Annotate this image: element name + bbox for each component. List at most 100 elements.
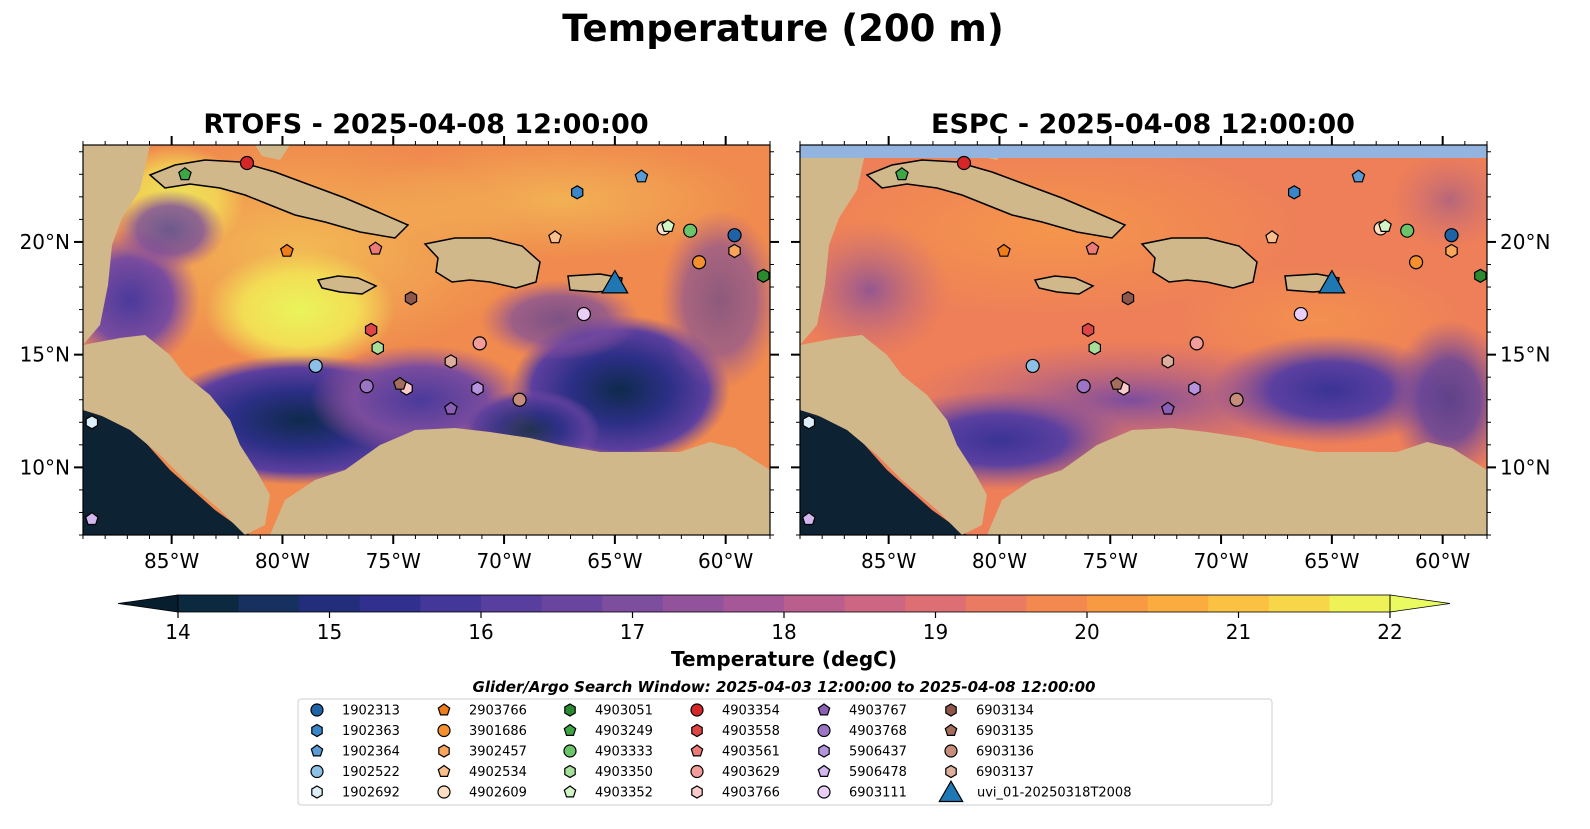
float-marker-1902692-espc: [802, 415, 816, 430]
float-marker-6903135-rtofs: [392, 376, 407, 390]
y-tick-label: 10°N: [1500, 455, 1550, 479]
legend-label-4903350: 4903350: [595, 765, 653, 780]
legend-label-uvi_01-20250318T2008: uvi_01-20250318T2008: [977, 786, 1131, 801]
float-marker-6903134-rtofs: [404, 291, 418, 306]
float-marker-4903558-rtofs: [364, 322, 378, 338]
float-marker-1902364-espc: [1351, 169, 1366, 183]
float-marker-4903249-rtofs: [178, 167, 192, 181]
float-marker-4902534-espc: [1265, 230, 1279, 244]
colorbar-segment: [238, 595, 300, 612]
legend-marker-1902313: [310, 703, 324, 717]
float-marker-6903137-espc: [1161, 354, 1175, 369]
x-tick-label: 70°W: [1193, 549, 1248, 573]
legend-label-2903766: 2903766: [469, 704, 527, 719]
colorbar-segment: [178, 595, 240, 612]
float-marker-1902313-espc: [1444, 228, 1459, 243]
float-marker-4903333-espc: [1400, 223, 1415, 238]
float-marker-6903111-rtofs: [576, 306, 591, 322]
float-marker-3901686-rtofs: [691, 255, 707, 270]
panel-title-espc: ESPC - 2025-04-08 12:00:00: [931, 109, 1355, 140]
float-marker-4903350-espc: [1088, 340, 1102, 356]
legend-label-6903136: 6903136: [976, 745, 1034, 760]
colorbar-segment: [844, 595, 906, 612]
panel-espc: ESPC - 2025-04-08 12:00:00 85°W 80°W 75°W 7…: [791, 109, 1550, 573]
espc-nodata-band: [800, 145, 1487, 158]
float-marker-2903766-rtofs: [279, 243, 294, 257]
x-tick-label: 85°W: [144, 549, 199, 573]
float-marker-4903051-rtofs: [757, 268, 770, 283]
colorbar-tick-label: 15: [317, 620, 342, 644]
legend-marker-4903352: [563, 785, 577, 798]
legend-label-5906437: 5906437: [849, 745, 907, 760]
legend-label-6903135: 6903135: [976, 724, 1034, 739]
float-marker-6903137-rtofs: [444, 354, 458, 369]
legend-label-6903111: 6903111: [849, 786, 907, 801]
legend-label-4903352: 4903352: [595, 786, 653, 801]
x-tick-label: 65°W: [1304, 549, 1359, 573]
legend-marker-4903333: [563, 744, 577, 758]
y-tick-label: 20°N: [1500, 230, 1550, 254]
float-marker-3902457-rtofs: [728, 243, 741, 259]
figure-title: Temperature (200 m): [562, 7, 1004, 50]
legend-label-3902457: 3902457: [469, 745, 527, 760]
legend-label-4902609: 4902609: [469, 786, 527, 801]
colorbar-label: Temperature (degC): [671, 647, 897, 671]
legend-marker-6903111: [817, 785, 831, 799]
float-marker-1902692-rtofs: [85, 415, 99, 430]
float-marker-1902313-rtofs: [727, 228, 742, 243]
legend-marker-4903051: [564, 703, 576, 717]
legend-marker-4902609: [437, 785, 451, 799]
float-marker-4903352-espc: [1378, 218, 1392, 232]
colorbar-tick-label: 16: [468, 620, 493, 644]
colorbar-extend-low: [117, 594, 179, 613]
legend-marker-2903766: [437, 703, 451, 716]
legend-label-4903766: 4903766: [722, 786, 780, 801]
float-marker-6903136-rtofs: [512, 392, 527, 407]
legend-marker-6903134: [945, 703, 957, 717]
legend-marker-6903136: [944, 744, 958, 758]
float-marker-4902534-rtofs: [548, 230, 562, 244]
legend-marker-1902364: [310, 744, 324, 757]
x-tick-label: 80°W: [972, 549, 1027, 573]
float-marker-3902457-espc: [1445, 243, 1458, 259]
glider-marker-rtofs: [600, 269, 629, 294]
legend-label-4902534: 4902534: [469, 765, 527, 780]
legend-label-1902363: 1902363: [342, 724, 400, 739]
float-marker-1902522-rtofs: [308, 358, 323, 374]
float-marker-4903629-espc: [1189, 336, 1204, 351]
float-marker-4903767-rtofs: [443, 401, 458, 415]
legend-label-4903051: 4903051: [595, 704, 653, 719]
colorbar-extend-high: [1389, 594, 1451, 613]
x-tick-label: 80°W: [255, 549, 310, 573]
legend-marker-5906437: [818, 744, 830, 758]
legend-marker-4903768: [817, 723, 831, 738]
legend-marker-6903137: [945, 764, 957, 779]
colorbar-tick-label: 18: [771, 620, 796, 644]
float-marker-6903134-espc: [1121, 291, 1135, 306]
glider-marker-espc: [1317, 269, 1346, 294]
legend-marker-4903629: [690, 764, 704, 779]
legend-label-4903768: 4903768: [849, 724, 907, 739]
legend-marker-3901686: [437, 723, 451, 738]
float-marker-5906478-rtofs: [84, 511, 99, 526]
float-marker-6903136-espc: [1229, 392, 1244, 407]
legend-label-1902364: 1902364: [342, 745, 400, 760]
colorbar-tick-label: 21: [1226, 620, 1251, 644]
float-marker-1902363-espc: [1287, 185, 1301, 200]
float-marker-4903768-rtofs: [359, 379, 374, 394]
x-tick-label: 70°W: [476, 549, 531, 573]
colorbar-segment: [420, 595, 482, 612]
markers-rtofs: [84, 155, 770, 526]
float-marker-5906478-espc: [801, 511, 816, 526]
legend-label-4903249: 4903249: [595, 724, 653, 739]
legend-marker-4903767: [817, 703, 831, 716]
float-marker-5906437-rtofs: [471, 381, 484, 396]
float-marker-2903766-espc: [996, 243, 1011, 257]
legend-marker-4903561: [690, 744, 704, 757]
float-marker-4903768-espc: [1076, 379, 1091, 394]
colorbar-tick-label: 14: [165, 620, 190, 644]
legend-marker-4903558: [691, 723, 703, 738]
legend-marker-4902534: [437, 764, 451, 778]
colorbar-segment: [723, 595, 785, 612]
x-tick-label: 85°W: [861, 549, 916, 573]
